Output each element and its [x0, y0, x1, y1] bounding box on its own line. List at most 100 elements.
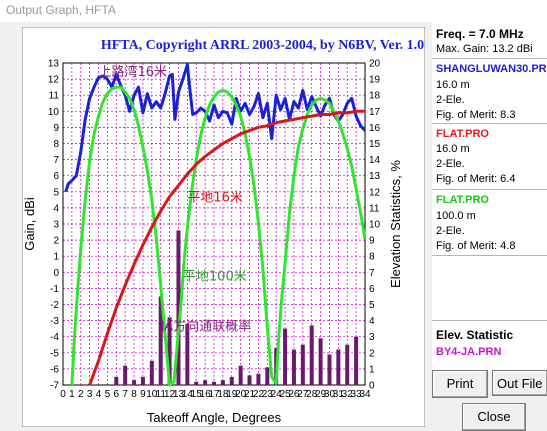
- y2-tick-label: 2: [369, 348, 375, 359]
- y-tick-label: 11: [49, 91, 60, 102]
- x-tick-label: 11: [156, 389, 167, 400]
- window-titlebar[interactable]: Output Graph, HFTA: [0, 0, 547, 22]
- elev-stat-bar: [318, 338, 323, 385]
- elev-stat-bar: [220, 380, 225, 385]
- x-tick-label: 16: [200, 389, 212, 400]
- x-tick-label: 10: [146, 389, 158, 400]
- y2-tick-label: 3: [369, 332, 375, 343]
- y-tick-label: 9: [53, 123, 59, 134]
- x-tick-label: 34: [359, 389, 371, 400]
- y2-tick-label: 7: [369, 268, 375, 279]
- series-line-2: [70, 85, 367, 387]
- results-box: Freq. = 7.0 MHz Max. Gain: 13.2 dBi SHAN…: [432, 22, 547, 372]
- item-2-merit: Fig. of Merit: 6.4: [436, 173, 516, 185]
- elev-stat-bar: [345, 344, 350, 385]
- elev-stat-bar: [265, 367, 270, 385]
- x-tick-label: 26: [288, 389, 300, 400]
- y-tick-label: -7: [50, 381, 59, 392]
- x-tick-label: 4: [96, 389, 102, 400]
- y2-tick-label: 0: [369, 381, 375, 392]
- elev-stat-bar: [194, 381, 199, 385]
- max-gain-label: Max. Gain: 13.2 dBi: [436, 43, 533, 55]
- item-1-name: SHANGLUWAN30.PRN: [436, 63, 547, 75]
- elev-stat-bar: [123, 365, 128, 385]
- elev-statistic-file: BY4-JA.PRN: [436, 346, 502, 358]
- x-tick-label: 33: [351, 389, 363, 400]
- x-tick-label: 19: [226, 389, 238, 400]
- elev-stat-bar: [114, 376, 119, 385]
- y-tick-label: 2: [53, 236, 59, 247]
- y2-tick-label: 10: [369, 220, 381, 231]
- elev-stat-bar: [140, 376, 145, 385]
- y-tick-label: -5: [50, 348, 59, 359]
- x-tick-label: 22: [253, 389, 265, 400]
- y2-tick-label: 6: [369, 284, 375, 295]
- y2-tick-label: 12: [369, 187, 381, 198]
- y2-tick-label: 8: [369, 252, 375, 263]
- y-tick-label: 1: [53, 252, 59, 263]
- y-tick-label: -4: [50, 332, 59, 343]
- elev-stat-bar: [132, 380, 137, 385]
- x-tick-label: 13: [173, 389, 185, 400]
- x-tick-label: 23: [262, 389, 274, 400]
- elev-stat-bar: [256, 373, 261, 385]
- y-tick-label: -1: [50, 284, 59, 295]
- y-tick-label: 4: [53, 203, 59, 214]
- elev-stat-bar: [203, 380, 208, 385]
- elev-stat-bar: [167, 317, 172, 385]
- elev-stat-bar: [354, 336, 359, 385]
- y2-tick-label: 14: [369, 155, 381, 166]
- x-tick-label: 27: [297, 389, 309, 400]
- x-tick-label: 18: [217, 389, 229, 400]
- x-tick-label: 6: [114, 389, 120, 400]
- item-3-height: 100.0 m: [436, 210, 476, 222]
- y2-tick-label: 5: [369, 300, 375, 311]
- x-tick-label: 30: [324, 389, 336, 400]
- y-axis-label: Gain, dBi: [22, 197, 37, 251]
- y-tick-label: 7: [53, 155, 59, 166]
- y2-tick-label: 16: [369, 123, 381, 134]
- item-2-height: 16.0 m: [436, 143, 470, 155]
- item-2-name: FLAT.PRO: [436, 128, 489, 140]
- close-button[interactable]: Close: [462, 403, 526, 431]
- divider: [432, 189, 547, 190]
- x-tick-label: 3: [87, 389, 93, 400]
- divider: [432, 255, 547, 256]
- x-tick-label: 17: [208, 389, 220, 400]
- elevation-pattern-chart: HFTA, Copyright ARRL 2003-2004, by N6BV,…: [22, 27, 425, 427]
- y2-tick-label: 17: [369, 107, 381, 118]
- item-2-elements: 2-Ele.: [436, 158, 465, 170]
- y2-tick-label: 4: [369, 316, 375, 327]
- x-tick-label: 2: [78, 389, 84, 400]
- x-tick-label: 20: [235, 389, 247, 400]
- print-button[interactable]: Print: [432, 370, 488, 398]
- y2-tick-label: 18: [369, 91, 381, 102]
- x-tick-label: 28: [306, 389, 318, 400]
- elev-stat-bar: [158, 296, 163, 385]
- item-1-elements: 2-Ele.: [436, 94, 465, 106]
- y-tick-label: -2: [50, 300, 59, 311]
- item-3-elements: 2-Ele.: [436, 225, 465, 237]
- elev-stat-bar: [300, 344, 305, 385]
- y2-axis-label: Elevation Statistics, %: [388, 160, 403, 288]
- divider: [432, 58, 547, 59]
- x-tick-label: 5: [105, 389, 111, 400]
- x-tick-label: 25: [279, 389, 291, 400]
- x-tick-label: 29: [315, 389, 327, 400]
- y2-tick-label: 19: [369, 75, 381, 86]
- y-tick-label: 3: [53, 220, 59, 231]
- y2-tick-label: 11: [369, 203, 380, 214]
- series-line-3: [88, 109, 365, 386]
- x-tick-label: 12: [164, 389, 176, 400]
- elev-stat-bar: [291, 349, 296, 385]
- y2-tick-label: 15: [369, 139, 381, 150]
- out-file-button[interactable]: Out File: [492, 370, 547, 396]
- y2-tick-label: 20: [369, 59, 381, 70]
- y-tick-label: 12: [48, 75, 60, 86]
- elev-stat-bar: [283, 328, 288, 385]
- x-tick-label: 15: [191, 389, 203, 400]
- divider: [432, 320, 547, 321]
- elev-stat-bar: [185, 323, 190, 385]
- y2-tick-label: 9: [369, 236, 375, 247]
- elev-stat-bar: [149, 360, 154, 385]
